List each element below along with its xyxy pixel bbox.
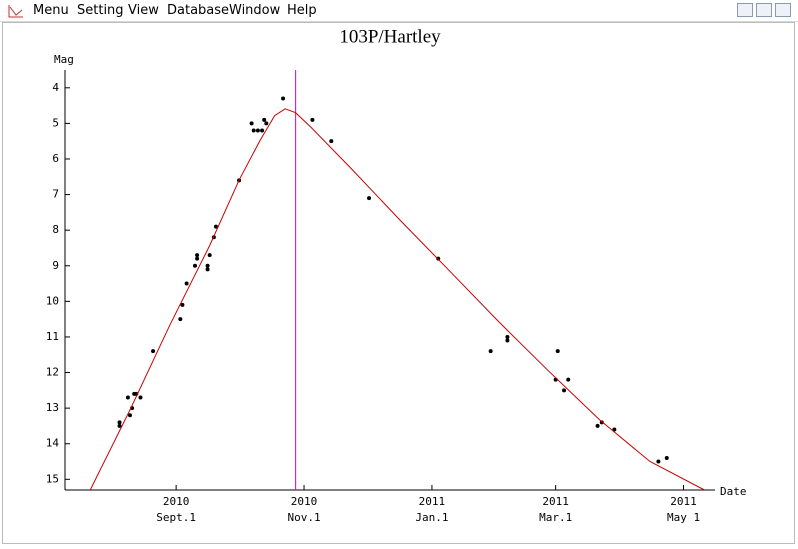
observation-point xyxy=(184,281,189,286)
y-tick-label: 4 xyxy=(52,81,59,94)
menu-item[interactable]: Setting xyxy=(77,3,124,18)
y-tick-label: 12 xyxy=(46,366,59,379)
y-tick-label: 10 xyxy=(46,294,59,307)
x-tick-date: Sept.1 xyxy=(156,511,196,524)
observation-point xyxy=(205,263,210,268)
y-axis-label: Mag xyxy=(54,53,74,66)
observation-point xyxy=(193,263,197,268)
x-tick-date: Jan.1 xyxy=(415,511,448,524)
y-tick-label: 11 xyxy=(46,330,59,343)
observation-point xyxy=(117,423,122,428)
observation-point xyxy=(664,455,669,460)
menu-item[interactable]: Database xyxy=(167,3,230,18)
x-tick-date: Mar.1 xyxy=(539,511,572,524)
observation-point xyxy=(117,420,122,425)
observation-point xyxy=(138,395,143,400)
y-tick-label: 8 xyxy=(52,223,59,236)
observation-point xyxy=(656,459,661,464)
observation-point xyxy=(595,423,600,428)
x-axis-label: Date xyxy=(720,485,747,498)
y-tick-label: 15 xyxy=(46,472,59,485)
observation-point xyxy=(555,349,560,354)
observation-point xyxy=(264,121,269,126)
observation-point xyxy=(281,96,286,101)
observation-point xyxy=(488,349,493,354)
observation-point xyxy=(195,253,200,258)
observation-point xyxy=(262,117,267,122)
observation-point xyxy=(213,224,218,229)
observation-point xyxy=(329,139,334,144)
menu-bar: Menu Setting View Database Window Help xyxy=(0,0,798,22)
app-icon xyxy=(8,5,23,18)
y-tick-label: 13 xyxy=(46,401,59,414)
menu-item[interactable]: Window xyxy=(229,3,281,18)
x-tick-date: Nov.1 xyxy=(287,511,320,524)
observation-point xyxy=(251,128,256,133)
observation-point xyxy=(367,196,372,201)
y-tick-label: 7 xyxy=(52,188,59,201)
y-tick-label: 6 xyxy=(52,152,59,165)
minimize-button[interactable] xyxy=(737,3,753,17)
close-button[interactable] xyxy=(775,3,791,17)
menu-item[interactable]: Menu xyxy=(33,3,69,18)
observation-point xyxy=(310,117,315,122)
fit-curve xyxy=(89,108,705,491)
observation-point xyxy=(260,128,265,133)
observation-point xyxy=(178,317,183,322)
observation-point xyxy=(612,427,617,432)
x-tick-year: 2010 xyxy=(291,495,318,508)
observation-point xyxy=(128,413,132,418)
restore-button[interactable] xyxy=(756,3,772,17)
observation-point xyxy=(151,349,156,354)
observation-point xyxy=(180,302,185,307)
observation-point xyxy=(566,377,571,382)
x-tick-date: May 1 xyxy=(667,511,700,524)
observation-point xyxy=(562,388,567,393)
menu-item[interactable]: Help xyxy=(287,3,317,18)
observation-point xyxy=(249,121,254,126)
observation-point xyxy=(205,267,210,272)
chart-title: 103P/Hartley xyxy=(339,26,441,47)
observation-point xyxy=(255,128,260,133)
observation-point xyxy=(505,334,510,339)
observation-point xyxy=(505,338,510,343)
observation-point xyxy=(125,395,130,400)
chart-frame xyxy=(2,22,795,544)
y-tick-label: 14 xyxy=(46,437,60,450)
menu-item[interactable]: View xyxy=(128,3,159,18)
observation-point xyxy=(195,256,200,261)
y-tick-label: 5 xyxy=(52,116,59,129)
x-tick-year: 2011 xyxy=(670,495,697,508)
observation-point xyxy=(207,253,212,258)
y-tick-label: 9 xyxy=(52,259,59,272)
x-tick-year: 2011 xyxy=(419,495,446,508)
x-tick-year: 2010 xyxy=(163,495,190,508)
x-tick-year: 2011 xyxy=(542,495,569,508)
